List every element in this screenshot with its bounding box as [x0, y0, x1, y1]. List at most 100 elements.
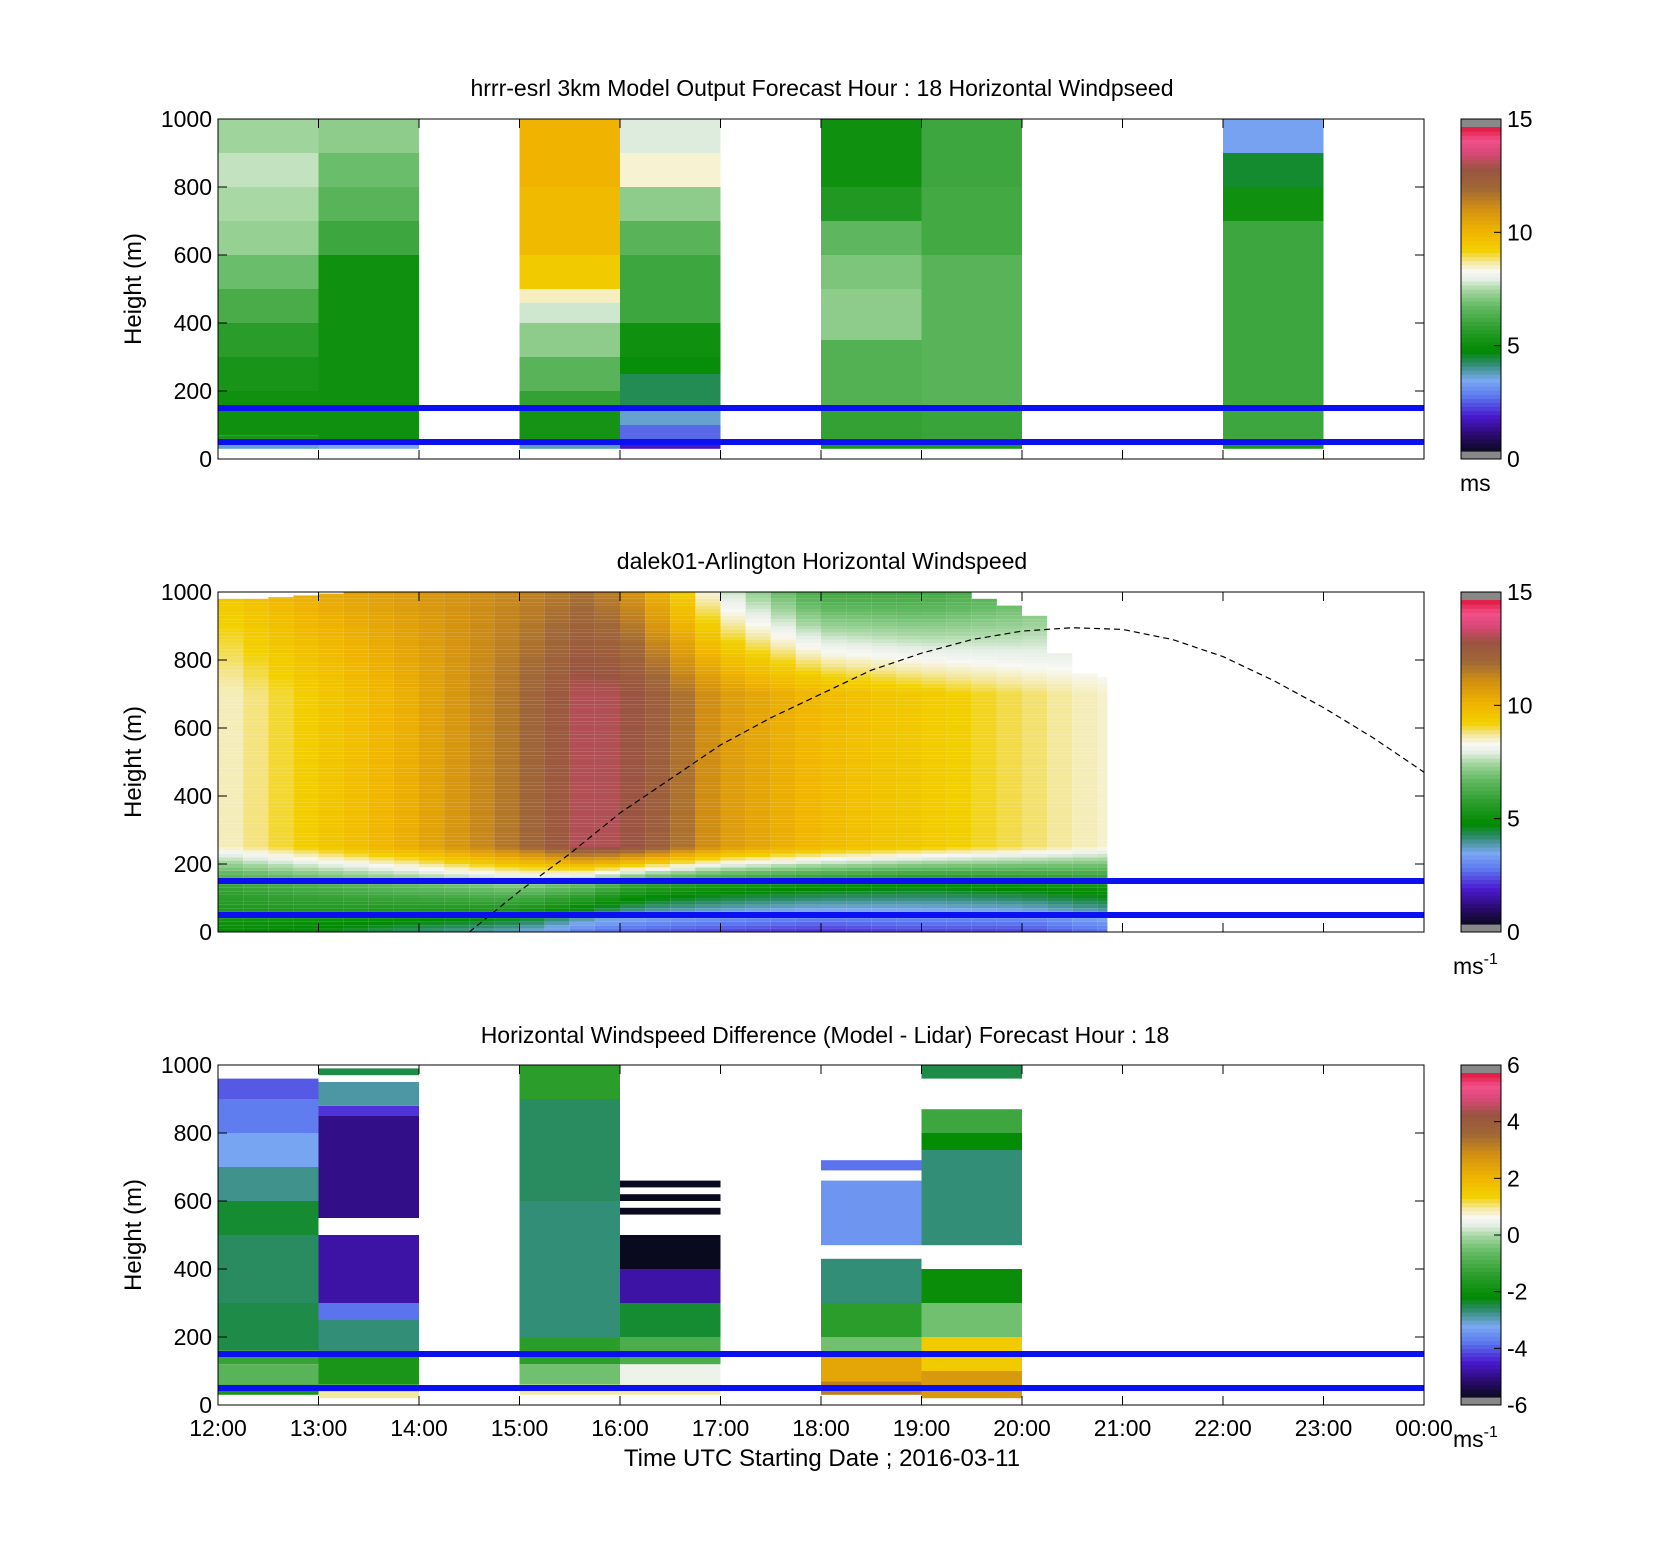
lidar-heatmap-cell: [821, 731, 847, 735]
lidar-heatmap-cell: [670, 816, 696, 820]
lidar-heatmap-cell: [846, 751, 872, 756]
lidar-heatmap-cell: [419, 833, 445, 837]
lidar-heatmap-cell: [368, 772, 394, 776]
lidar-heatmap-cell: [444, 843, 470, 847]
lidar-heatmap-cell: [846, 768, 872, 773]
lidar-heatmap-cell: [218, 884, 244, 888]
lidar-heatmap-cell: [921, 670, 947, 674]
lidar-heatmap-cell: [318, 785, 344, 790]
time-axis-tick-label: 17:00: [692, 1415, 750, 1441]
lidar-heatmap-cell: [946, 697, 972, 701]
lidar-heatmap-cell: [569, 738, 595, 742]
lidar-colorbar-swatch: [1461, 822, 1501, 828]
lidar-heatmap-cell: [218, 734, 244, 739]
lidar-heatmap-cell: [368, 751, 394, 756]
lidar-heatmap-cell: [594, 609, 621, 613]
lidar-heatmap-cell: [821, 779, 847, 783]
lidar-colorbar-swatch: [1461, 887, 1501, 893]
lidar-heatmap-cell: [469, 751, 495, 756]
model-colorbar-swatch: [1461, 147, 1501, 152]
difference-colorbar-tick-label: 2: [1507, 1165, 1520, 1191]
lidar-heatmap-cell: [695, 592, 721, 596]
lidar-heatmap-cell: [243, 762, 269, 766]
lidar-heatmap-cell: [419, 745, 445, 749]
lidar-heatmap-cell: [770, 772, 796, 776]
lidar-heatmap-cell: [946, 602, 972, 606]
lidar-heatmap-cell: [393, 632, 420, 637]
lidar-heatmap-cell: [1022, 728, 1048, 732]
lidar-heatmap-cell: [695, 887, 721, 892]
lidar-heatmap-cell: [720, 836, 746, 841]
lidar-heatmap-cell: [670, 870, 696, 875]
lidar-heatmap-cell: [996, 833, 1023, 837]
lidar-heatmap-cell: [620, 602, 646, 606]
lidar-heatmap-cell: [444, 853, 470, 858]
model-colorbar-swatch: [1461, 317, 1501, 322]
lidar-heatmap-cell: [1022, 615, 1048, 620]
lidar-heatmap-cell: [594, 843, 621, 847]
lidar-heatmap-cell: [469, 683, 495, 688]
lidar-heatmap-cell: [996, 836, 1023, 841]
lidar-heatmap-cell: [343, 632, 369, 637]
difference-colorbar-swatch: [1461, 1206, 1501, 1212]
lidar-heatmap-cell: [946, 694, 972, 698]
lidar-heatmap-cell: [871, 755, 897, 759]
model-colorbar-swatch: [1461, 151, 1501, 156]
lidar-heatmap-cell: [218, 690, 244, 694]
lidar-heatmap-cell: [343, 826, 369, 830]
lidar-heatmap-cell: [670, 904, 696, 909]
lidar-colorbar-swatch: [1461, 810, 1501, 816]
lidar-heatmap-cell: [745, 884, 771, 888]
lidar-heatmap-cell: [1072, 762, 1098, 766]
lidar-heatmap-cell: [1022, 731, 1048, 735]
lidar-heatmap-cell: [695, 755, 721, 759]
difference-colorbar-swatch: [1461, 1182, 1501, 1187]
model-colorbar-swatch: [1461, 155, 1501, 160]
lidar-heatmap-cell: [846, 792, 872, 796]
lidar-heatmap-cell: [846, 826, 872, 830]
lidar-heatmap-cell: [770, 904, 796, 909]
lidar-heatmap-cell: [293, 619, 319, 623]
lidar-heatmap-cell: [419, 796, 445, 800]
model-colorbar-tick-label: 10: [1507, 219, 1533, 245]
lidar-heatmap-cell: [971, 874, 997, 878]
lidar-heatmap-cell: [946, 864, 972, 868]
lidar-heatmap-cell: [871, 612, 897, 616]
lidar-heatmap-cell: [419, 626, 445, 630]
lidar-heatmap-cell: [419, 697, 445, 701]
lidar-heatmap-cell: [946, 850, 972, 854]
lidar-heatmap-cell: [620, 789, 646, 793]
lidar-heatmap-cell: [343, 728, 369, 732]
lidar-heatmap-cell: [268, 891, 294, 895]
lidar-heatmap-cell: [745, 908, 771, 912]
difference-colorbar-swatch: [1461, 1141, 1501, 1147]
lidar-heatmap-cell: [419, 629, 445, 633]
lidar-heatmap-cell: [846, 643, 872, 647]
lidar-heatmap-cell: [419, 809, 445, 813]
lidar-heatmap-cell: [519, 772, 545, 776]
lidar-heatmap-cell: [318, 598, 344, 603]
lidar-heatmap-cell: [971, 748, 997, 752]
lidar-heatmap-cell: [821, 670, 847, 674]
lidar-heatmap-cell: [695, 884, 721, 888]
lidar-heatmap-cell: [1097, 748, 1108, 752]
lidar-heatmap-cell: [1097, 823, 1108, 827]
lidar-heatmap-cell: [846, 592, 872, 596]
difference-colorbar-swatch: [1461, 1198, 1501, 1204]
lidar-heatmap-cell: [419, 673, 445, 677]
lidar-heatmap-cell: [1072, 836, 1098, 841]
lidar-heatmap-cell: [218, 721, 244, 725]
lidar-heatmap-cell: [494, 704, 520, 708]
lidar-heatmap-cell: [393, 697, 420, 701]
lidar-heatmap-cell: [494, 636, 520, 640]
lidar-heatmap-cell: [318, 697, 344, 701]
difference-colorbar-swatch: [1461, 1247, 1501, 1252]
lidar-heatmap-cell: [368, 857, 394, 861]
time-axis-tick-label: 15:00: [491, 1415, 549, 1441]
lidar-heatmap-cell: [393, 724, 420, 728]
lidar-heatmap-cell: [720, 857, 746, 861]
time-axis-tick-label: 18:00: [792, 1415, 850, 1441]
lidar-heatmap-cell: [1047, 660, 1073, 664]
lidar-colorbar-swatch: [1461, 701, 1501, 706]
difference-heatmap-cell: [821, 1303, 922, 1337]
